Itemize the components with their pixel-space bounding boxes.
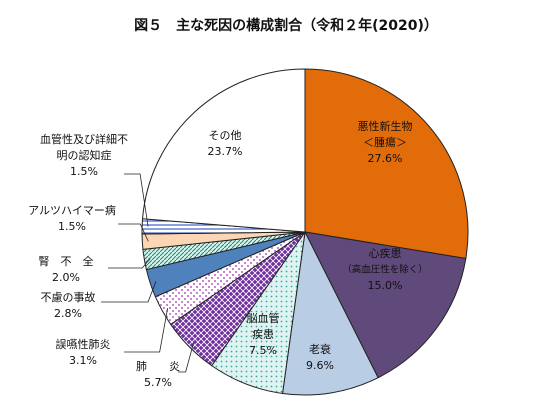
slice-label-1-1: 悪性新生物: [358, 119, 413, 133]
slice-value-8: 2.0%: [52, 271, 80, 284]
slice-value-5: 5.7%: [144, 376, 172, 389]
slice-label-2-2: （高血圧性を除く）: [342, 264, 428, 276]
leader-lines: [101, 173, 195, 373]
slice-value-1: 27.6%: [368, 152, 403, 165]
leader-line-7: [101, 281, 157, 303]
slice-value-10: 1.5%: [70, 165, 98, 178]
slice-label-1-2: ＜腫瘍＞: [363, 135, 407, 149]
pie-slice-11: [142, 68, 306, 233]
slice-label-10-2: 明の認知症: [57, 148, 112, 162]
slice-label-2-1: 心疾患: [369, 246, 402, 260]
leader-line-8: [108, 258, 151, 269]
slice-value-7: 2.8%: [54, 307, 82, 320]
pie-slice-1: [304, 68, 469, 260]
slice-label-11-1: その他: [209, 129, 242, 142]
slice-value-4: 7.5%: [249, 344, 277, 357]
leader-line-10: [124, 173, 149, 227]
chart-title: 図５ 主な死因の構成割合（令和２年(2020)）: [134, 17, 438, 34]
slice-label-7-1: 不慮の事故: [41, 290, 96, 304]
slice-value-9: 1.5%: [58, 220, 86, 233]
slice-label-6-1: 誤嚥性肺炎: [56, 337, 111, 351]
slice-labels: 悪性新生物 ＜腫瘍＞ 27.6% 心疾患 （高血圧性を除く） 15.0% 老衰 9.6% 脳血管…: [28, 119, 428, 389]
pie-slice-2: [304, 231, 467, 379]
slice-label-8-1: 腎 不 全: [39, 254, 94, 268]
pie-slices: [141, 68, 469, 396]
slice-value-2: 15.0%: [368, 279, 403, 292]
slice-value-11: 23.7%: [208, 145, 243, 158]
slice-label-9-1: アルツハイマー病: [28, 203, 116, 217]
slice-label-3-1: 老衰: [309, 342, 331, 356]
pie-slice-3: [281, 230, 379, 396]
leader-line-5: [178, 342, 195, 373]
slice-value-3: 9.6%: [306, 359, 334, 372]
slice-label-4-2: 疾患: [252, 327, 274, 341]
leader-line-9: [118, 223, 149, 242]
slice-label-4-1: 脳血管: [247, 311, 280, 325]
slice-label-5-1: 肺 炎: [136, 360, 180, 373]
slice-label-10-1: 血管性及び詳細不: [40, 132, 128, 146]
slice-value-6: 3.1%: [69, 354, 97, 367]
leader-line-6: [124, 307, 169, 353]
